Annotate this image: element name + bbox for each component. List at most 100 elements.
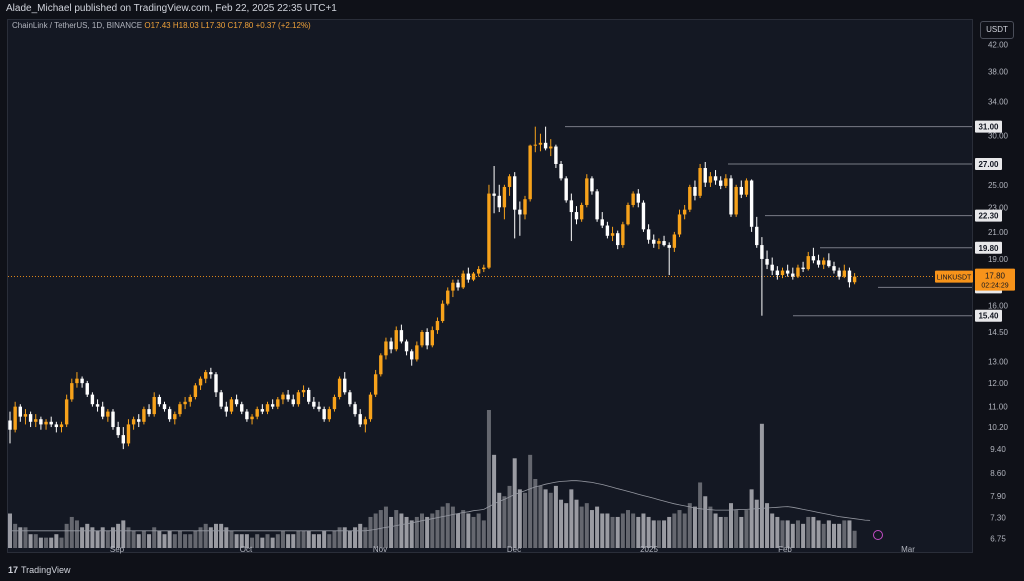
volume-bar	[832, 523, 836, 548]
candle-body	[394, 330, 398, 350]
candle-body	[183, 401, 187, 405]
candle-body	[358, 414, 362, 425]
volume-bar	[456, 513, 461, 548]
volume-bar	[172, 534, 177, 548]
x-tick-label: 2025	[640, 545, 658, 554]
volume-bar	[368, 516, 373, 548]
candle-body	[719, 180, 723, 186]
candle-body	[8, 420, 12, 430]
volume-bar	[100, 527, 105, 548]
brand-name: TradingView	[21, 565, 71, 575]
candle-body	[590, 178, 594, 192]
volume-bar	[749, 489, 754, 548]
y-tick-label: 16.00	[988, 301, 1009, 310]
x-tick-label: Feb	[778, 545, 792, 554]
candle-body	[760, 245, 764, 259]
candle-body	[605, 225, 610, 236]
candle-body	[646, 229, 651, 240]
candle-body	[621, 224, 625, 246]
candle-body	[322, 409, 326, 420]
volume-bar	[44, 537, 49, 548]
candle-body	[482, 267, 486, 270]
candle-body	[317, 406, 321, 410]
candle-body	[837, 270, 841, 277]
last-price-countdown: 02:24:29	[981, 283, 1008, 290]
candle-body	[353, 404, 357, 415]
candle-body	[780, 270, 785, 276]
candle-body	[533, 144, 537, 146]
volume-bar	[646, 516, 651, 548]
volume-bar	[847, 520, 852, 548]
candle-body	[420, 331, 424, 346]
candle-body	[693, 186, 697, 196]
volume-bar	[795, 520, 800, 548]
candle-body	[157, 396, 162, 405]
candle-body	[682, 209, 687, 215]
volume-bar	[49, 537, 54, 548]
volume-bar	[38, 537, 43, 548]
candle-body	[343, 378, 347, 393]
volume-bar	[296, 530, 301, 548]
volume-bar	[826, 520, 831, 548]
candle-body	[801, 267, 805, 270]
candle-body	[770, 264, 774, 271]
candle-body	[497, 195, 501, 208]
candle-body	[677, 214, 682, 235]
candle-body	[724, 178, 728, 186]
candle-body	[126, 424, 131, 444]
volume-bar	[90, 527, 95, 548]
volume-bar	[548, 492, 553, 548]
volume-bar	[734, 510, 739, 548]
volume-bar	[280, 530, 285, 548]
volume-bar	[662, 520, 667, 548]
volume-bar	[420, 513, 424, 548]
volume-bar	[481, 520, 486, 548]
volume-bar	[533, 479, 538, 548]
candle-body	[574, 212, 579, 220]
volume-bar	[440, 506, 445, 548]
candle-body	[579, 204, 584, 220]
volume-bar	[713, 513, 718, 548]
candle-body	[384, 341, 388, 356]
volume-bar	[239, 534, 244, 548]
candle-body	[348, 392, 352, 405]
volume-bar	[317, 534, 321, 548]
x-tick-label: Sep	[110, 545, 125, 554]
candle-body	[255, 409, 259, 417]
level-price-label: 31.00	[978, 123, 999, 132]
candle-body	[399, 330, 404, 342]
currency-button[interactable]: USDT	[980, 21, 1014, 39]
volume-bar	[131, 530, 136, 548]
volume-bar	[74, 520, 79, 548]
volume-bar	[260, 537, 265, 548]
candle-body	[229, 399, 234, 412]
candle-body	[435, 321, 440, 331]
volume-bar	[729, 503, 733, 548]
candle-body	[188, 396, 192, 402]
volume-bar	[244, 534, 249, 548]
candle-body	[404, 341, 409, 352]
volume-bar	[559, 499, 564, 548]
volume-bar	[579, 506, 584, 548]
volume-bar	[692, 506, 697, 548]
candle-body	[389, 341, 393, 350]
candle-body	[131, 419, 136, 425]
volume-bar	[18, 527, 23, 548]
candle-body	[662, 241, 666, 246]
volume-bar	[234, 534, 239, 548]
candle-body	[749, 180, 754, 227]
volume-bar	[574, 499, 579, 548]
candle-body	[178, 404, 182, 415]
candle-body	[265, 404, 270, 412]
volume-bar	[528, 454, 533, 548]
candle-body	[430, 330, 434, 346]
candle-body	[652, 239, 656, 244]
y-tick-label: 10.20	[988, 423, 1009, 432]
volume-bar	[126, 527, 131, 548]
volume-bar	[193, 530, 198, 548]
volume-bar	[214, 523, 218, 548]
candle-body	[564, 178, 568, 201]
candle-body	[626, 204, 630, 225]
level-price-label: 22.30	[978, 212, 999, 221]
